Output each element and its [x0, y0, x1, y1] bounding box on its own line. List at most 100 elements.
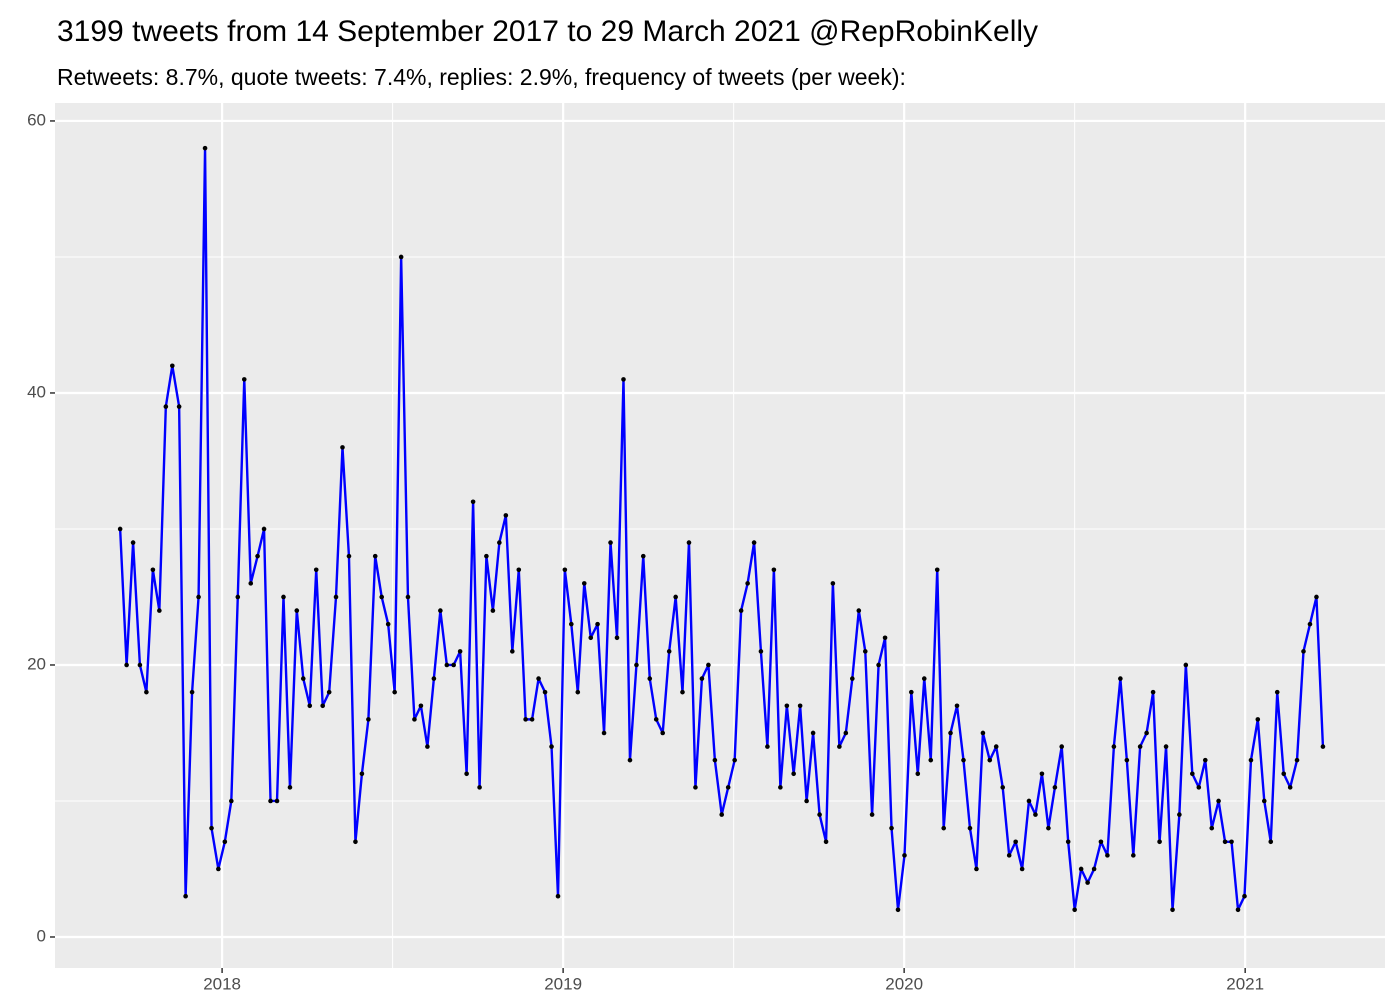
data-point	[941, 825, 947, 831]
data-point	[1111, 744, 1117, 749]
data-point	[1039, 771, 1045, 777]
data-point	[189, 689, 195, 695]
data-point	[909, 689, 914, 695]
data-point	[170, 363, 175, 369]
data-point	[124, 662, 129, 668]
data-point	[1078, 866, 1084, 872]
data-point	[902, 853, 907, 858]
data-point	[1000, 785, 1006, 790]
data-point	[1320, 744, 1326, 749]
y-tick-label: 60	[27, 110, 46, 129]
data-point	[555, 893, 561, 899]
data-point	[778, 785, 783, 790]
data-point	[974, 866, 979, 872]
data-point	[1190, 771, 1195, 777]
data-point	[130, 540, 136, 545]
data-point	[608, 540, 613, 545]
data-point	[1242, 893, 1247, 899]
data-point	[261, 526, 267, 532]
data-point	[647, 676, 653, 681]
data-point	[1268, 839, 1274, 845]
data-point	[862, 649, 868, 654]
data-point	[294, 608, 300, 613]
y-tick-label: 40	[27, 382, 46, 401]
data-point	[699, 676, 705, 681]
data-point	[1202, 757, 1208, 763]
data-point	[569, 621, 574, 627]
data-point	[529, 717, 535, 722]
data-point	[948, 730, 953, 736]
data-point	[326, 689, 332, 695]
data-point	[869, 812, 875, 817]
data-point	[1281, 771, 1287, 777]
data-point	[464, 771, 469, 777]
data-point	[666, 649, 672, 654]
data-point	[346, 553, 352, 559]
data-point	[817, 812, 822, 817]
data-point	[876, 662, 881, 668]
data-point	[987, 757, 993, 763]
data-point	[1255, 717, 1261, 722]
x-tick-label: 2019	[544, 974, 582, 993]
data-point	[601, 730, 607, 736]
data-point	[614, 635, 620, 641]
data-point	[771, 567, 777, 573]
data-point	[575, 689, 581, 695]
data-point	[372, 553, 378, 559]
data-point	[444, 662, 450, 668]
data-point	[425, 744, 430, 749]
data-point	[157, 608, 162, 613]
data-point	[751, 540, 757, 545]
data-point	[1301, 649, 1306, 654]
y-tick-label: 20	[27, 654, 46, 673]
data-point	[379, 594, 385, 600]
x-tick-label: 2021	[1226, 974, 1264, 993]
data-point	[163, 404, 169, 409]
data-point	[320, 703, 326, 709]
data-point	[830, 581, 836, 586]
data-point	[392, 689, 397, 695]
data-point	[457, 649, 463, 654]
data-point	[405, 594, 411, 600]
data-point	[366, 717, 371, 722]
data-point	[333, 594, 339, 600]
data-point	[255, 553, 260, 559]
data-point	[241, 377, 247, 382]
data-point	[640, 553, 646, 559]
data-point	[758, 649, 764, 654]
data-point	[745, 581, 750, 586]
data-point	[706, 662, 711, 668]
data-point	[1118, 676, 1123, 681]
data-point	[1222, 839, 1228, 845]
data-point	[1216, 798, 1221, 804]
data-point	[882, 635, 888, 641]
data-point	[1163, 744, 1169, 749]
data-point	[934, 567, 940, 573]
data-point	[1046, 825, 1051, 831]
data-point	[1006, 853, 1012, 858]
data-point	[300, 676, 306, 681]
data-point	[581, 581, 587, 586]
data-point	[235, 594, 241, 600]
data-point	[229, 798, 234, 804]
data-point	[856, 608, 862, 613]
data-point	[503, 513, 509, 518]
data-point	[823, 839, 829, 845]
data-point	[510, 649, 515, 654]
x-tick-label: 2020	[885, 974, 923, 993]
data-point	[1229, 839, 1234, 845]
data-point	[1150, 689, 1156, 695]
data-point	[784, 703, 790, 709]
data-point	[1052, 785, 1058, 790]
data-point	[837, 744, 842, 749]
data-point	[1065, 839, 1071, 845]
data-point	[431, 676, 437, 681]
data-point	[680, 689, 685, 695]
data-point	[791, 771, 796, 777]
data-point	[1183, 662, 1189, 668]
data-point	[850, 676, 855, 681]
data-point	[536, 676, 541, 681]
x-tick-label: 2018	[203, 974, 241, 993]
data-point	[765, 744, 770, 749]
data-point	[915, 771, 921, 777]
